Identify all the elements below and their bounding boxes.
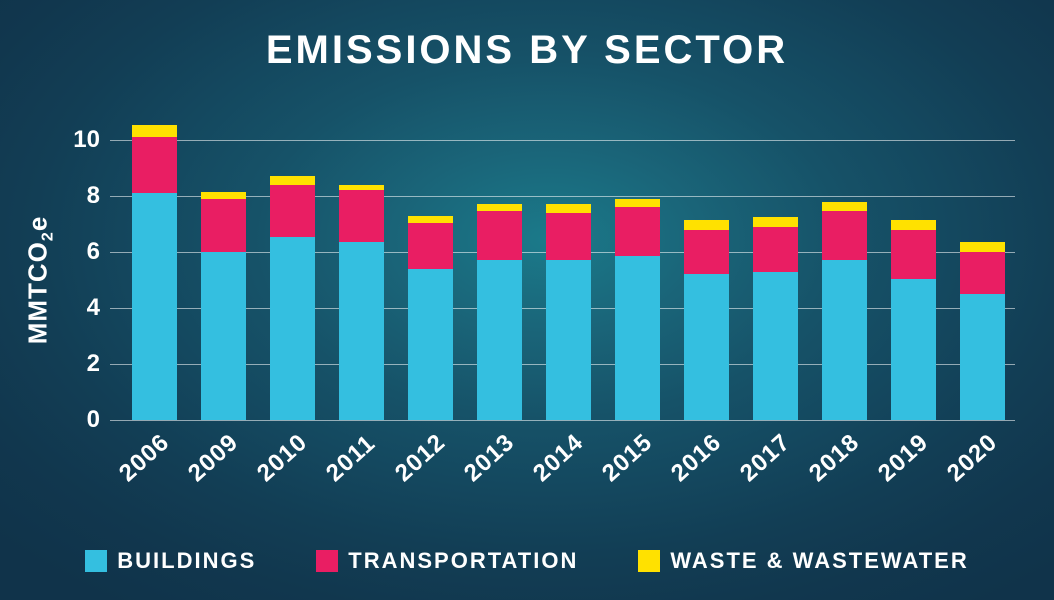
bar-segment-buildings bbox=[684, 274, 729, 420]
legend-label: TRANSPORTATION bbox=[348, 548, 578, 574]
bar-segment-transportation bbox=[408, 223, 453, 269]
bars-container bbox=[120, 0, 1020, 600]
bar-segment-waste bbox=[753, 217, 798, 227]
bar-segment-buildings bbox=[339, 242, 384, 420]
legend-label: WASTE & WASTEWATER bbox=[670, 548, 968, 574]
bar-segment-transportation bbox=[960, 252, 1005, 294]
legend-item-waste: WASTE & WASTEWATER bbox=[638, 548, 968, 574]
legend-item-transportation: TRANSPORTATION bbox=[316, 548, 578, 574]
y-axis-label: MMTCO2e bbox=[23, 216, 54, 345]
y-tick: 8 bbox=[10, 182, 100, 210]
bar-segment-transportation bbox=[201, 199, 246, 252]
bar-segment-waste bbox=[546, 204, 591, 212]
bar-segment-waste bbox=[132, 125, 177, 138]
bar-segment-buildings bbox=[891, 279, 936, 420]
bar-segment-transportation bbox=[615, 207, 660, 256]
bar-segment-transportation bbox=[684, 230, 729, 275]
bar-segment-transportation bbox=[477, 211, 522, 260]
legend-swatch bbox=[85, 550, 107, 572]
y-tick: 2 bbox=[10, 350, 100, 378]
legend-swatch bbox=[638, 550, 660, 572]
bar-segment-buildings bbox=[132, 193, 177, 420]
bar-segment-waste bbox=[270, 176, 315, 184]
legend-label: BUILDINGS bbox=[117, 548, 256, 574]
bar-segment-buildings bbox=[960, 294, 1005, 420]
bar-segment-transportation bbox=[132, 137, 177, 193]
y-tick: 10 bbox=[10, 126, 100, 154]
bar-segment-waste bbox=[684, 220, 729, 230]
bar-segment-buildings bbox=[270, 237, 315, 420]
bar-segment-buildings bbox=[408, 269, 453, 420]
bar-segment-buildings bbox=[477, 260, 522, 420]
bar-segment-transportation bbox=[339, 190, 384, 242]
bar-segment-transportation bbox=[546, 213, 591, 261]
bar-segment-waste bbox=[615, 199, 660, 207]
plot-area: 0246810 MMTCO2e 200620092010201120122013… bbox=[0, 0, 1054, 600]
bar-segment-buildings bbox=[201, 252, 246, 420]
bar-segment-transportation bbox=[891, 230, 936, 279]
bar-segment-buildings bbox=[753, 272, 798, 420]
legend: BUILDINGS TRANSPORTATION WASTE & WASTEWATE… bbox=[0, 548, 1054, 574]
bar-segment-transportation bbox=[753, 227, 798, 272]
bar-segment-waste bbox=[339, 185, 384, 191]
bar-segment-waste bbox=[822, 202, 867, 212]
bar-segment-waste bbox=[201, 192, 246, 199]
bar-segment-waste bbox=[408, 216, 453, 223]
bar-segment-transportation bbox=[822, 211, 867, 260]
bar-segment-buildings bbox=[615, 256, 660, 420]
bar-segment-waste bbox=[960, 242, 1005, 252]
bar-segment-buildings bbox=[822, 260, 867, 420]
legend-item-buildings: BUILDINGS bbox=[85, 548, 256, 574]
bar-segment-waste bbox=[891, 220, 936, 230]
y-tick: 0 bbox=[10, 406, 100, 434]
bar-segment-transportation bbox=[270, 185, 315, 237]
legend-swatch bbox=[316, 550, 338, 572]
bar-segment-buildings bbox=[546, 260, 591, 420]
bar-segment-waste bbox=[477, 204, 522, 211]
